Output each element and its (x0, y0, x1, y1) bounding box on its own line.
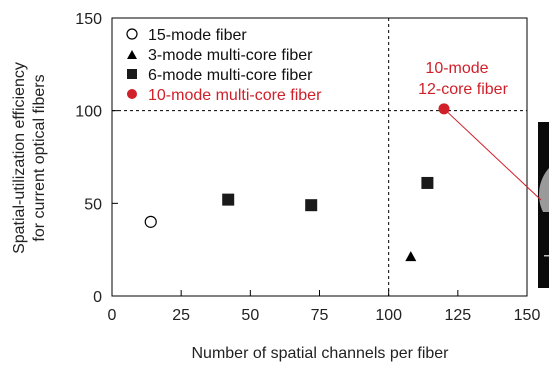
point-3-mode (405, 251, 417, 262)
point-6-mode (305, 199, 318, 212)
point-6-mode (222, 193, 235, 206)
data-points (144, 103, 450, 262)
legend-label-15-mode: 15-mode fiber (148, 27, 247, 44)
fiber-cross-section-image (538, 122, 549, 288)
x-tick-label: 150 (514, 307, 541, 324)
y-tick-label: 50 (84, 196, 102, 213)
x-tick-label: 25 (172, 307, 190, 324)
x-tick-label: 125 (444, 307, 471, 324)
y-axis-title-line-1: Spatial-utilization efficiency (11, 62, 28, 254)
annotation-line-1: 10-mode (425, 60, 488, 77)
legend: 15-mode fiber 3-mode multi-core fiber 6-… (126, 27, 322, 104)
y-tick-label: 0 (93, 289, 102, 306)
x-tick-label: 100 (375, 307, 402, 324)
tick-labels: 0 25 50 75 100 125 150 0 50 100 150 (75, 11, 540, 324)
legend-label-10-mode: 10-mode multi-core fiber (148, 87, 322, 104)
legend-marker-3-mode (127, 50, 137, 59)
point-6-mode (421, 176, 434, 189)
y-tick-label: 150 (75, 11, 102, 28)
legend-marker-15-mode (126, 28, 138, 40)
point-10-mode (438, 103, 450, 115)
x-tick-label: 50 (241, 307, 259, 324)
reference-lines (112, 18, 527, 296)
legend-label-3-mode: 3-mode multi-core fiber (148, 47, 313, 64)
point-15-mode (144, 215, 157, 228)
legend-marker-10-mode (127, 89, 137, 99)
legend-label-6-mode: 6-mode multi-core fiber (148, 67, 313, 84)
legend-marker-6-mode (127, 69, 137, 79)
annotation-leader-line (443, 108, 542, 201)
annotation-line-2: 12-core fiber (418, 81, 508, 98)
axis-ticks (111, 17, 528, 297)
x-tick-label: 75 (311, 307, 329, 324)
y-tick-label: 100 (75, 104, 102, 121)
y-axis-title-line-2: for current optical fibers (31, 74, 48, 241)
x-tick-label: 0 (108, 307, 117, 324)
x-axis-title: Number of spatial channels per fiber (191, 345, 449, 362)
annotation-leader (443, 108, 542, 201)
